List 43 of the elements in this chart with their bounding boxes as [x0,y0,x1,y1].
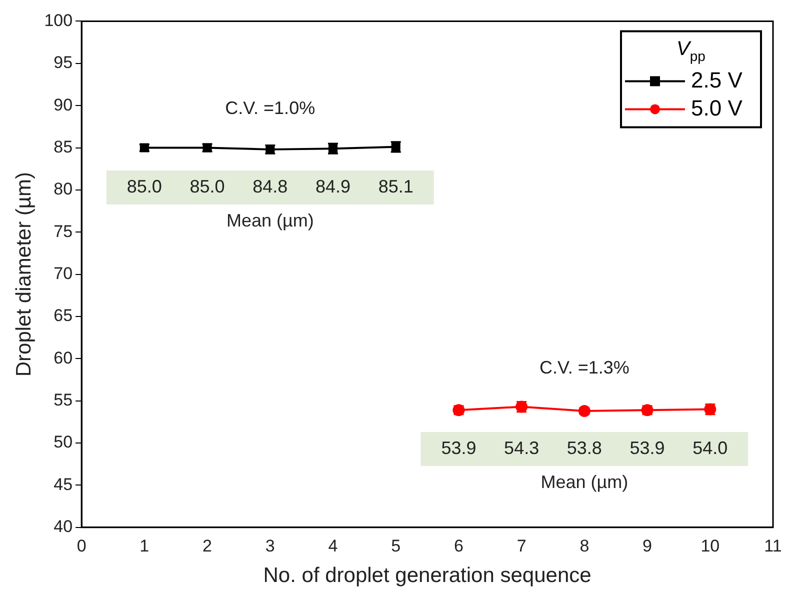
y-tick-label: 95 [54,53,73,72]
y-tick-label: 90 [54,95,73,114]
x-tick-label: 5 [391,536,401,556]
annotation: C.V. =1.3% [539,358,630,378]
annotation: Mean (µm) [226,210,314,230]
y-tick-label: 45 [54,474,73,494]
y-tick-label: 60 [54,348,73,368]
y-tick-label: 65 [54,306,73,326]
x-tick-label: 6 [454,536,464,556]
y-tick-label: 40 [54,517,73,536]
x-tick-label: 10 [700,536,720,556]
data-label: 53.8 [566,438,602,458]
y-tick-label: 100 [44,10,73,30]
y-axis-title: Droplet diameter (µm) [12,172,36,377]
data-label: 54.0 [692,438,728,458]
x-tick-label: 4 [328,536,338,556]
data-label: 53.9 [630,438,665,458]
x-tick-label: 9 [642,536,652,556]
data-label: 85.1 [378,176,414,196]
data-label: 85.0 [190,176,225,196]
y-tick-label: 50 [54,432,73,452]
data-label: 85.0 [126,176,162,196]
data-label: 84.8 [252,176,288,196]
x-tick-label: 8 [580,536,590,556]
x-tick-label: 2 [202,536,212,556]
x-tick-label: 11 [764,536,782,556]
y-tick-label: 55 [54,390,73,410]
x-axis-title: No. of droplet generation sequence [263,564,592,588]
data-label: 54.3 [504,438,540,458]
legend-label: 5.0 V [691,95,743,120]
legend-label: 2.5 V [691,67,743,92]
y-tick-label: 80 [54,180,73,199]
annotation: C.V. =1.0% [225,98,316,118]
x-tick-label: 1 [140,536,150,556]
x-tick-label: 3 [265,536,275,556]
x-tick-label: 7 [516,536,526,556]
y-tick-label: 75 [54,222,73,241]
y-tick-label: 70 [54,264,73,283]
x-tick-label: 0 [76,536,86,556]
y-tick-label: 85 [54,137,73,156]
annotation: Mean (µm) [540,472,628,492]
data-label: 53.9 [441,438,476,458]
data-label: 84.9 [315,176,351,196]
